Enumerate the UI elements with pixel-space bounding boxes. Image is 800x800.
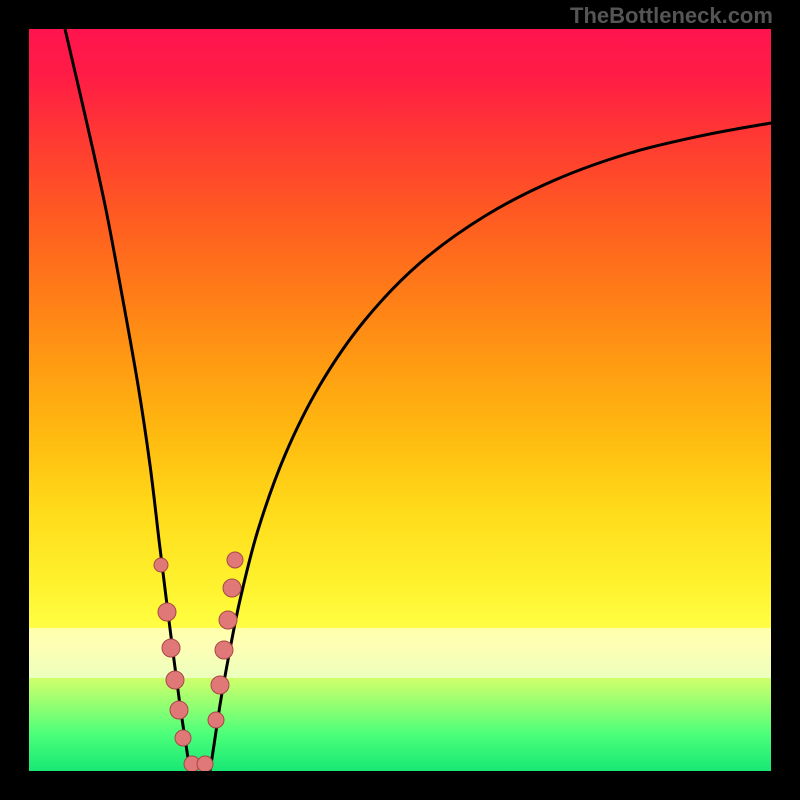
data-marker — [223, 579, 241, 597]
data-marker — [197, 756, 213, 772]
frame-border-left — [0, 0, 29, 800]
frame-border-right — [771, 0, 800, 800]
data-marker — [170, 701, 188, 719]
data-marker — [219, 611, 237, 629]
data-marker — [158, 603, 176, 621]
data-marker — [215, 641, 233, 659]
watermark-text: TheBottleneck.com — [570, 3, 773, 29]
chart-svg — [0, 0, 800, 800]
data-marker — [162, 639, 180, 657]
data-marker — [211, 676, 229, 694]
data-marker — [175, 730, 191, 746]
data-marker — [154, 558, 168, 572]
data-marker — [208, 712, 224, 728]
chart-canvas: TheBottleneck.com — [0, 0, 800, 800]
data-marker — [166, 671, 184, 689]
data-marker — [227, 552, 243, 568]
frame-border-bottom — [0, 771, 800, 800]
pale-band — [29, 628, 771, 678]
